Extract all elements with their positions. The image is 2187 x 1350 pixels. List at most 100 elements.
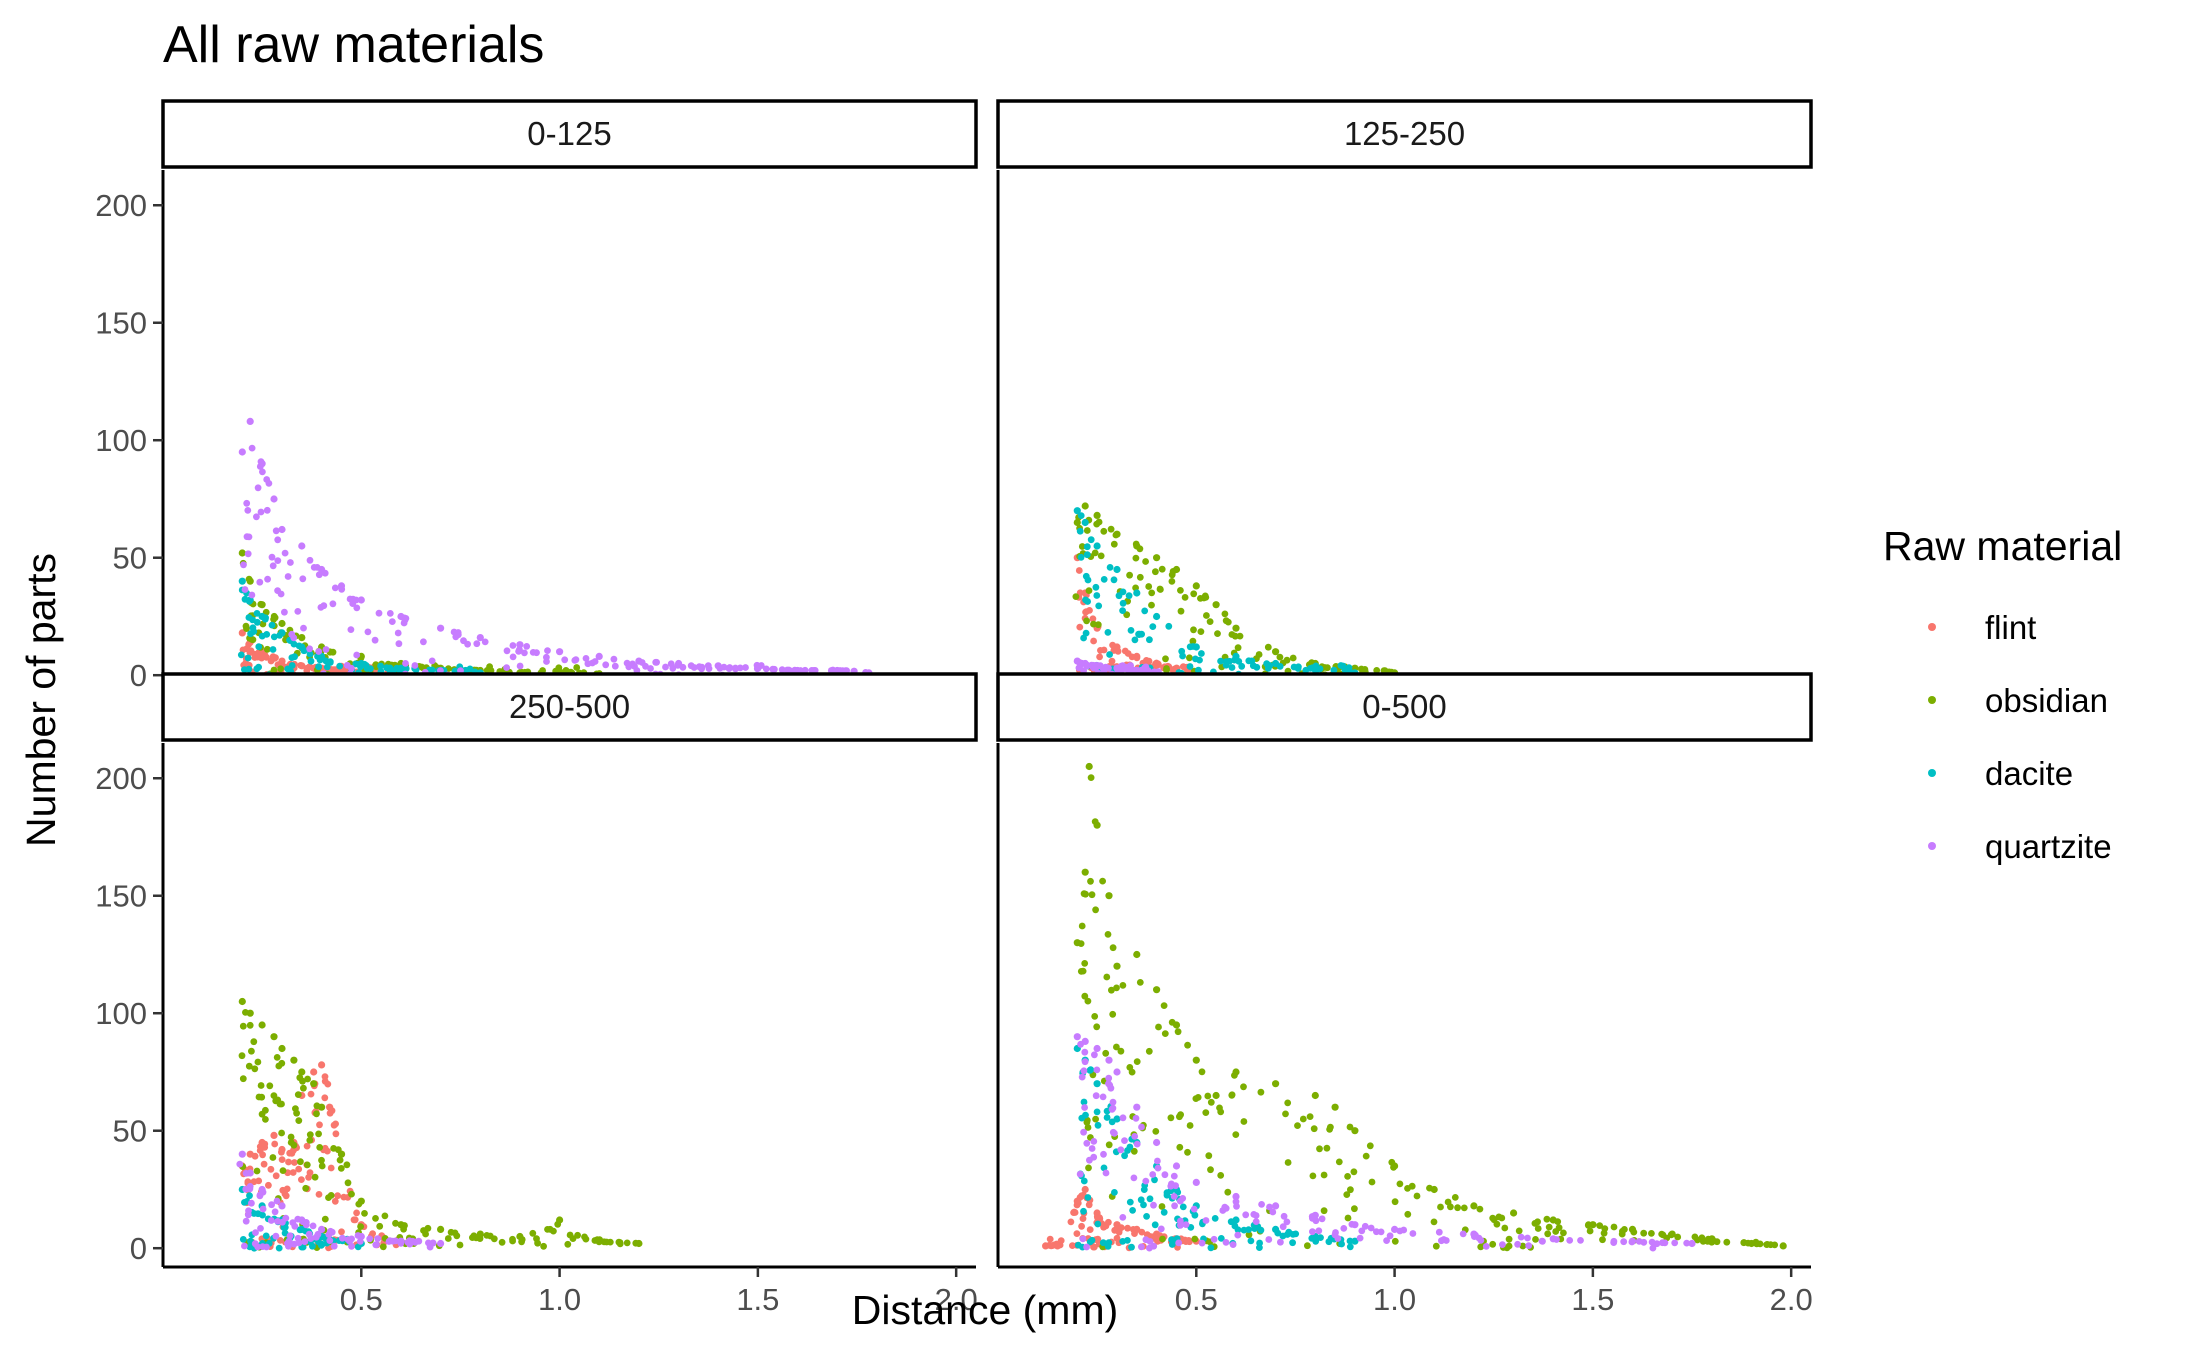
data-point-quartzite: [264, 575, 271, 583]
data-point-obsidian: [556, 1216, 564, 1224]
data-point-flint: [263, 654, 270, 661]
data-point-quartzite: [810, 667, 818, 674]
data-point-quartzite: [1092, 1092, 1100, 1100]
data-point-obsidian: [275, 1062, 283, 1070]
facet-strip-label: 125-250: [1344, 115, 1465, 152]
data-point-quartzite: [281, 549, 289, 557]
data-point-dacite: [1093, 592, 1101, 599]
data-point-obsidian: [1136, 573, 1144, 581]
data-point-obsidian: [422, 1230, 429, 1238]
data-point-dacite: [1119, 599, 1127, 607]
data-point-quartzite: [284, 573, 292, 580]
x-tick-label: 1.5: [736, 1282, 779, 1317]
data-point-dacite: [1351, 1237, 1359, 1245]
data-point-dacite: [238, 577, 246, 585]
data-point-dacite: [1302, 666, 1310, 674]
data-point-obsidian: [277, 665, 284, 673]
data-point-obsidian: [1077, 968, 1085, 975]
data-point-obsidian: [1245, 1231, 1253, 1239]
data-point-flint: [353, 1209, 360, 1217]
data-point-obsidian: [1335, 1158, 1343, 1166]
data-point-flint: [324, 1147, 331, 1155]
data-point-obsidian: [1619, 1227, 1626, 1235]
data-point-flint: [267, 1165, 275, 1173]
data-point-obsidian: [564, 1240, 572, 1248]
data-point-quartzite: [698, 663, 706, 671]
data-point-quartzite: [373, 1241, 380, 1248]
data-point-obsidian: [246, 1009, 254, 1017]
data-point-quartzite: [720, 663, 728, 671]
data-point-quartzite: [415, 1237, 423, 1245]
data-point-quartzite: [246, 417, 254, 425]
data-point-obsidian: [1100, 527, 1108, 535]
data-point-obsidian: [1163, 665, 1170, 672]
legend-key-dacite: [1928, 769, 1936, 777]
data-point-obsidian: [1194, 1094, 1202, 1101]
data-point-flint: [1079, 1215, 1087, 1222]
data-point-dacite: [309, 1242, 316, 1250]
data-point-quartzite: [1649, 1244, 1657, 1252]
data-point-quartzite: [687, 662, 695, 670]
data-point-obsidian: [1126, 571, 1133, 579]
data-point-quartzite: [1499, 1241, 1506, 1248]
data-point-dacite: [1087, 536, 1095, 544]
data-point-quartzite: [386, 610, 394, 617]
data-point-dacite: [1106, 564, 1114, 571]
data-point-quartzite: [503, 664, 510, 671]
data-point-dacite: [1110, 576, 1118, 584]
data-point-dacite: [259, 1211, 266, 1219]
data-point-obsidian: [1432, 1242, 1440, 1250]
data-point-obsidian: [1083, 617, 1090, 625]
legend-key-quartzite: [1928, 842, 1936, 850]
data-point-obsidian: [1232, 624, 1240, 632]
data-point-quartzite: [473, 640, 481, 648]
data-point-quartzite: [1138, 1243, 1145, 1251]
data-point-flint: [298, 1176, 305, 1183]
data-point-quartzite: [1133, 1140, 1141, 1148]
data-point-dacite: [1119, 607, 1126, 614]
data-point-dacite: [1080, 1098, 1088, 1106]
data-point-obsidian: [1158, 1203, 1166, 1210]
data-point-obsidian: [1088, 891, 1096, 899]
data-point-dacite: [1100, 576, 1108, 583]
data-point-quartzite: [1105, 1074, 1113, 1082]
data-point-flint: [1105, 1218, 1112, 1226]
data-point-quartzite: [294, 608, 302, 615]
data-point-obsidian: [1085, 587, 1093, 594]
data-point-dacite: [1082, 596, 1089, 604]
data-point-flint: [1090, 637, 1097, 645]
data-point-obsidian: [336, 1156, 344, 1164]
data-point-obsidian: [248, 1047, 255, 1055]
data-point-dacite: [1346, 1237, 1354, 1245]
data-point-quartzite: [1539, 1237, 1546, 1245]
data-point-obsidian: [1437, 1203, 1444, 1211]
data-point-obsidian: [262, 1106, 269, 1114]
data-point-dacite: [1245, 657, 1253, 665]
data-point-obsidian: [1078, 922, 1086, 930]
data-point-quartzite: [1115, 665, 1123, 672]
data-point-quartzite: [248, 444, 256, 452]
data-point-obsidian: [1217, 1172, 1225, 1179]
data-point-quartzite: [1386, 1232, 1394, 1240]
data-point-obsidian: [1667, 1231, 1675, 1239]
data-point-flint: [1070, 1209, 1077, 1216]
data-point-quartzite: [397, 1239, 405, 1247]
data-point-quartzite: [315, 648, 323, 655]
data-point-dacite: [299, 1243, 307, 1251]
data-point-dacite: [1077, 553, 1085, 561]
legend-label-quartzite: quartzite: [1985, 828, 2112, 865]
data-point-dacite: [1093, 1080, 1101, 1088]
data-point-quartzite: [285, 1237, 293, 1245]
data-point-obsidian: [1176, 1113, 1183, 1121]
data-point-flint: [1085, 1201, 1093, 1209]
data-point-quartzite: [1109, 1098, 1117, 1106]
data-point-obsidian: [299, 1077, 306, 1085]
data-point-obsidian: [257, 1082, 265, 1089]
data-point-quartzite: [836, 667, 844, 674]
data-point-quartzite: [1170, 1172, 1178, 1180]
data-point-obsidian: [239, 1075, 247, 1083]
data-point-obsidian: [1444, 1198, 1452, 1206]
data-point-quartzite: [732, 664, 739, 672]
data-point-quartzite: [476, 634, 484, 642]
data-point-obsidian: [1092, 906, 1099, 914]
